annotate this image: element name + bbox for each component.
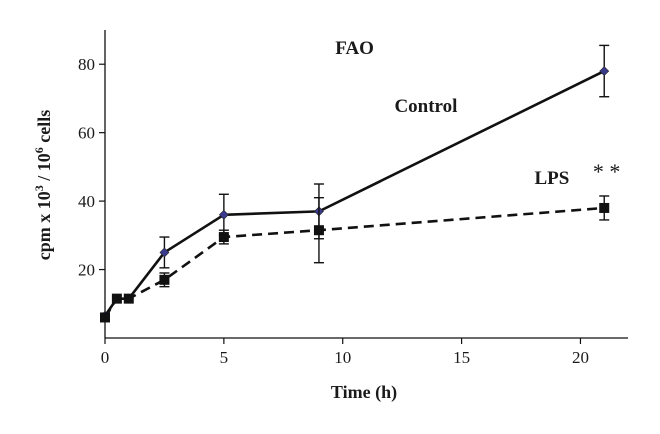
y-tick-label: 80: [78, 55, 95, 74]
data-point-lps: [313, 225, 324, 236]
x-axis-title: Time (h): [331, 382, 397, 403]
data-point-lps: [100, 312, 110, 323]
y-axis-title-part: cells: [34, 110, 54, 148]
annotation-lps: LPS: [534, 168, 569, 189]
data-point-control: [599, 66, 610, 76]
y-axis-title-part: cpm x 10: [34, 191, 54, 260]
x-tick-label: 15: [453, 348, 470, 367]
x-tick-label: 10: [334, 348, 351, 367]
series-layer: [100, 44, 610, 323]
significance-marker: * *: [593, 159, 621, 184]
y-axis-title-part: / 10: [34, 153, 54, 185]
y-axis-title-sup2: 6: [32, 147, 46, 153]
data-point-lps: [599, 202, 610, 213]
x-tick-label: 20: [572, 348, 589, 367]
x-tick-label: 0: [101, 348, 110, 367]
y-tick-label: 60: [78, 124, 95, 143]
data-point-lps: [159, 274, 170, 285]
annotation-layer: FAO Control LPS * *: [335, 38, 620, 189]
x-tick-label: 5: [220, 348, 229, 367]
series-line-control: [103, 69, 605, 317]
y-axis-title: cpm x 103 / 106 cells: [32, 110, 54, 261]
axes: 0 5 10 15 20 20 40 60 80: [78, 30, 628, 367]
series-line-lps: [103, 206, 605, 319]
data-point-control: [218, 209, 229, 220]
data-point-lps: [123, 293, 134, 304]
series-control: [100, 44, 610, 321]
y-tick-label: 40: [78, 192, 95, 211]
series-lps: [100, 195, 610, 323]
annotation-fao: FAO: [335, 38, 374, 59]
data-point-lps: [111, 293, 122, 304]
y-axis-title-sup1: 3: [32, 185, 46, 191]
data-point-lps: [218, 232, 229, 243]
y-tick-label: 20: [78, 261, 95, 280]
data-point-control: [159, 247, 170, 258]
annotation-control: Control: [394, 96, 457, 117]
